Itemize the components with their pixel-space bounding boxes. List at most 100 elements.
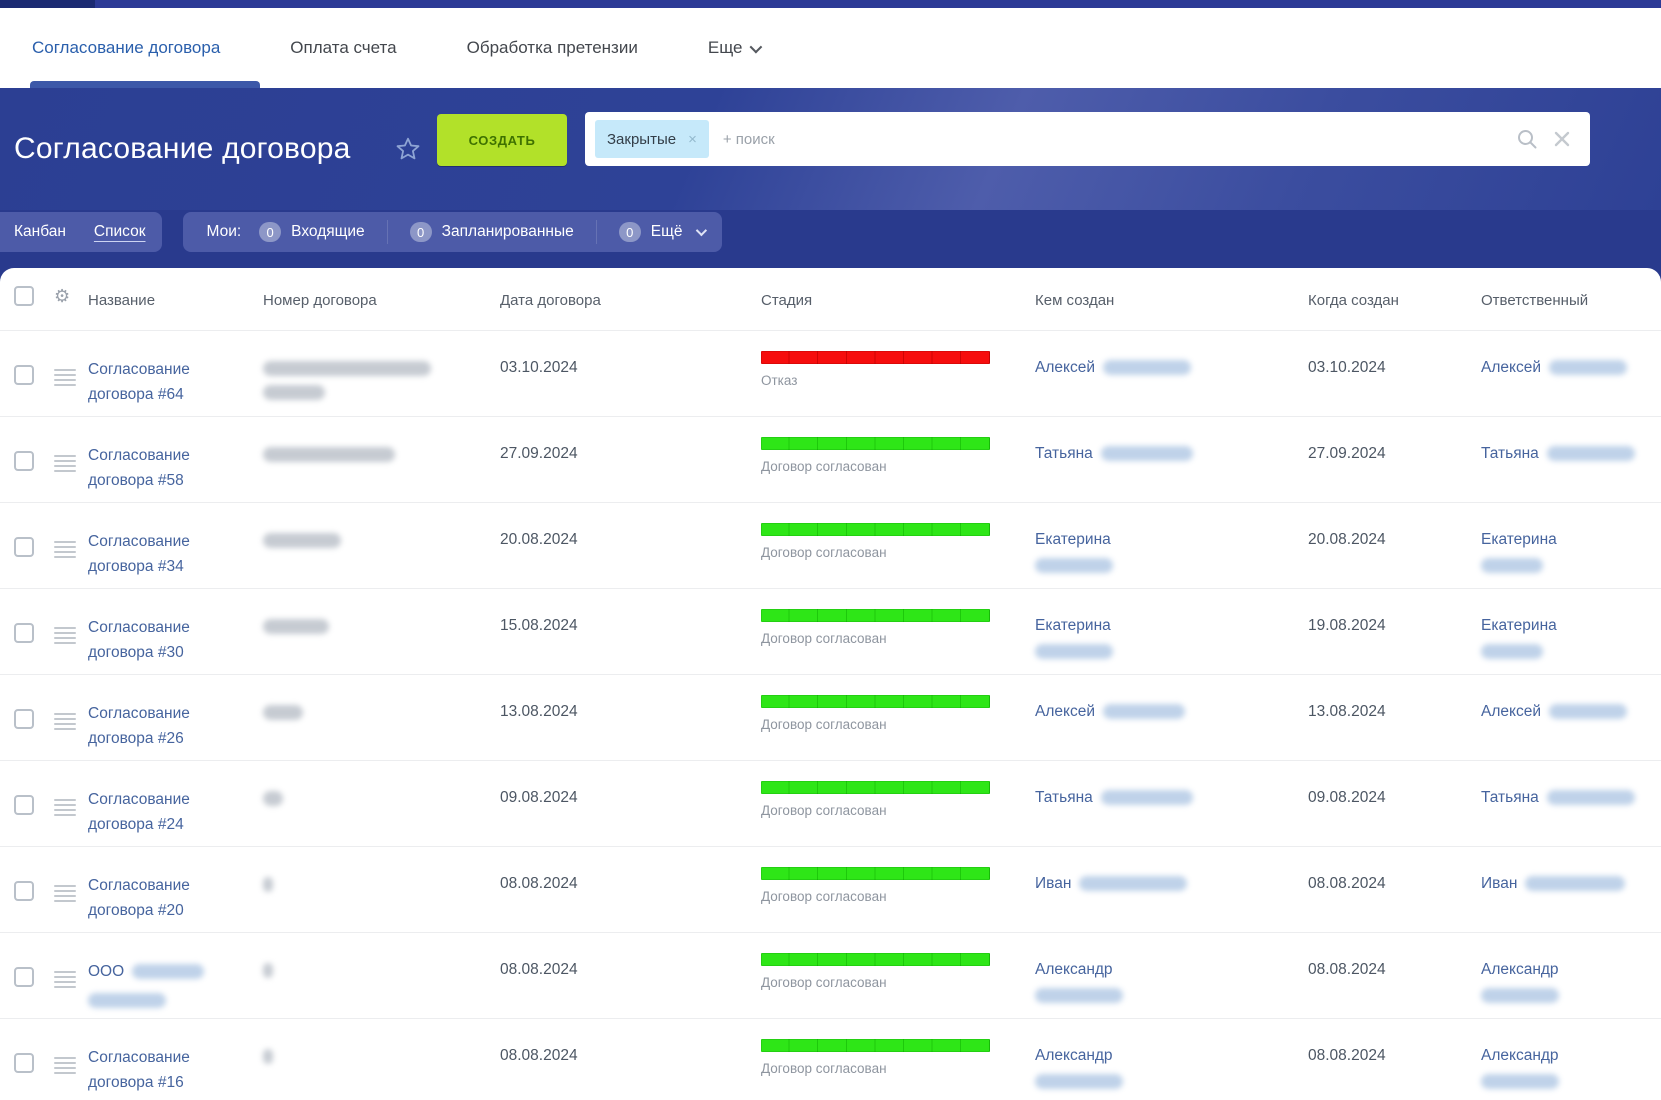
select-all-checkbox[interactable] bbox=[14, 286, 34, 306]
favorite-star-icon[interactable] bbox=[395, 137, 421, 162]
row-title-link[interactable]: Согласование договора #26 bbox=[88, 705, 190, 747]
redacted-text bbox=[1100, 446, 1193, 462]
tab-invoice-payment[interactable]: Оплата счета bbox=[290, 38, 396, 58]
row-created-by-link[interactable]: Татьяна bbox=[1035, 417, 1308, 463]
col-header-contract-number[interactable]: Номер договора bbox=[263, 292, 377, 309]
row-created-by-link[interactable]: Александр bbox=[1035, 933, 1308, 1003]
row-stage-cell: Договор согласован bbox=[761, 675, 1035, 732]
tab-more[interactable]: Еще bbox=[708, 38, 763, 58]
stage-progress-bar bbox=[761, 1039, 990, 1052]
row-menu-icon[interactable] bbox=[54, 455, 76, 472]
row-title-link[interactable]: Согласование договора #58 bbox=[88, 447, 190, 489]
view-list[interactable]: Список bbox=[93, 223, 146, 240]
row-menu-icon[interactable] bbox=[54, 541, 76, 558]
search-input[interactable]: + поиск bbox=[722, 130, 775, 148]
row-check-cell bbox=[14, 933, 54, 987]
row-responsible-link[interactable]: Екатерина bbox=[1481, 589, 1661, 659]
view-kanban[interactable]: Канбан bbox=[14, 223, 66, 240]
filter-chip-closed[interactable]: Закрытые × bbox=[595, 120, 709, 158]
tab-contract-approval[interactable]: Согласование договора bbox=[32, 38, 220, 58]
row-responsible-link[interactable]: Татьяна bbox=[1481, 761, 1661, 807]
row-checkbox[interactable] bbox=[14, 881, 34, 901]
row-responsible-link[interactable]: Татьяна bbox=[1481, 417, 1661, 463]
redacted-text bbox=[1481, 988, 1559, 1003]
gear-icon[interactable]: ⚙ bbox=[54, 286, 71, 307]
row-title-cell: Согласование договора #24 bbox=[88, 761, 263, 837]
row-checkbox[interactable] bbox=[14, 623, 34, 643]
row-title-link[interactable]: Согласование договора #34 bbox=[88, 533, 190, 575]
row-created-by-link[interactable]: Александр bbox=[1035, 1019, 1308, 1089]
row-checkbox[interactable] bbox=[14, 967, 34, 987]
counter-incoming[interactable]: 0 Входящие bbox=[259, 222, 365, 242]
row-responsible-link[interactable]: Екатерина bbox=[1481, 503, 1661, 573]
person-name: Татьяна bbox=[1481, 789, 1539, 806]
row-created-by-link[interactable]: Алексей bbox=[1035, 331, 1308, 377]
row-contract-date: 03.10.2024 bbox=[500, 359, 578, 376]
row-title-link[interactable]: Согласование договора #30 bbox=[88, 619, 190, 661]
row-responsible-link[interactable]: Алексей bbox=[1481, 331, 1661, 377]
col-header-created-by[interactable]: Кем создан bbox=[1035, 292, 1115, 309]
filter-chip-close-icon[interactable]: × bbox=[688, 130, 697, 148]
row-menu-icon[interactable] bbox=[54, 885, 76, 902]
tab-label: Обработка претензии bbox=[466, 38, 638, 57]
col-header-contract-date[interactable]: Дата договора bbox=[500, 292, 601, 309]
tab-claim-processing[interactable]: Обработка претензии bbox=[467, 38, 638, 58]
row-menu-icon[interactable] bbox=[54, 627, 76, 644]
select-all-cell bbox=[14, 268, 54, 306]
col-header-stage[interactable]: Стадия bbox=[761, 292, 813, 309]
view-switcher: Канбан Список bbox=[0, 212, 162, 252]
person-name: Иван bbox=[1481, 875, 1518, 892]
counter-planned[interactable]: 0 Запланированные bbox=[409, 222, 574, 242]
stage-progress-bar bbox=[761, 437, 990, 450]
table-header-row: ⚙ Название Номер договора Дата договора … bbox=[0, 268, 1661, 330]
row-title-link[interactable]: Согласование договора #16 bbox=[88, 1049, 190, 1091]
row-created-by-link[interactable]: Екатерина bbox=[1035, 503, 1308, 573]
row-menu-icon[interactable] bbox=[54, 971, 76, 988]
create-button[interactable]: СОЗДАТЬ bbox=[437, 114, 567, 166]
row-title-link[interactable]: ООО bbox=[88, 959, 263, 1008]
row-title-link[interactable]: Согласование договора #20 bbox=[88, 877, 190, 919]
redacted-text bbox=[263, 1049, 273, 1064]
stage-label: Договор согласован bbox=[761, 1061, 887, 1076]
row-responsible-link[interactable]: Александр bbox=[1481, 933, 1661, 1003]
stage-progress-bar bbox=[761, 609, 990, 622]
content-band: ⚙ Название Номер договора Дата договора … bbox=[0, 254, 1661, 1100]
divider bbox=[386, 220, 388, 244]
person-name: Алексей bbox=[1481, 703, 1541, 720]
col-header-responsible[interactable]: Ответственный bbox=[1481, 292, 1589, 309]
person-name: Екатерина bbox=[1481, 617, 1557, 634]
counter-more[interactable]: 0 Ещё bbox=[618, 222, 708, 242]
search-icon[interactable] bbox=[1516, 128, 1538, 150]
list-content: ⚙ Название Номер договора Дата договора … bbox=[0, 268, 1661, 1100]
row-title-link[interactable]: Согласование договора #64 bbox=[88, 361, 190, 403]
row-responsible-link[interactable]: Иван bbox=[1481, 847, 1661, 893]
row-created-by-link[interactable]: Екатерина bbox=[1035, 589, 1308, 659]
row-responsible-link[interactable]: Алексей bbox=[1481, 675, 1661, 721]
table-row: Согласование договора #34 20.08.2024 Дого… bbox=[0, 502, 1661, 588]
row-created-by-link[interactable]: Алексей bbox=[1035, 675, 1308, 721]
row-responsible-link[interactable]: Александр bbox=[1481, 1019, 1661, 1089]
clear-search-icon[interactable] bbox=[1552, 129, 1572, 149]
row-title-link[interactable]: Согласование договора #24 bbox=[88, 791, 190, 833]
row-checkbox[interactable] bbox=[14, 365, 34, 385]
row-checkbox[interactable] bbox=[14, 795, 34, 815]
person-name: Александр bbox=[1035, 1047, 1113, 1064]
row-created-by-link[interactable]: Иван bbox=[1035, 847, 1308, 893]
row-menu-icon[interactable] bbox=[54, 713, 76, 730]
row-menu-icon[interactable] bbox=[54, 1057, 76, 1074]
counter-badge: 0 bbox=[618, 222, 641, 242]
row-menu-icon[interactable] bbox=[54, 799, 76, 816]
redacted-text bbox=[1100, 790, 1193, 806]
row-checkbox[interactable] bbox=[14, 537, 34, 557]
person-name: Татьяна bbox=[1035, 789, 1093, 806]
row-checkbox[interactable] bbox=[14, 451, 34, 471]
row-checkbox[interactable] bbox=[14, 709, 34, 729]
row-menu-icon[interactable] bbox=[54, 369, 76, 386]
row-contract-date: 09.08.2024 bbox=[500, 789, 578, 806]
col-header-title[interactable]: Название bbox=[88, 292, 156, 309]
row-created-by-link[interactable]: Татьяна bbox=[1035, 761, 1308, 807]
row-checkbox[interactable] bbox=[14, 1053, 34, 1073]
col-header-created-on[interactable]: Когда создан bbox=[1308, 292, 1399, 309]
stage-label: Договор согласован bbox=[761, 889, 887, 904]
search-bar[interactable]: Закрытые × + поиск bbox=[585, 112, 1590, 166]
